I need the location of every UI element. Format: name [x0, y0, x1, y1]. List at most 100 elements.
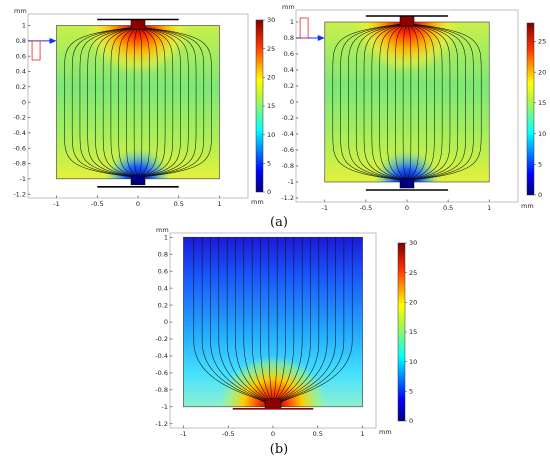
colorbar-tick-label: 15 [538, 99, 546, 107]
field-line [142, 27, 205, 178]
colorbar-tick-label: 30 [267, 16, 275, 24]
x-unit: mm [251, 198, 264, 206]
field-line [408, 23, 435, 181]
colorbar-tick-label: 10 [409, 358, 417, 366]
field-line [141, 27, 189, 178]
colorbar-tick-label: 15 [409, 328, 417, 336]
field-line [395, 23, 407, 181]
electrodes [365, 15, 449, 191]
field-line [411, 23, 474, 181]
y-tick-label: -0.2 [281, 114, 294, 122]
electrodes [97, 18, 179, 188]
y-tick-label: 1 [22, 22, 26, 30]
field-line [409, 23, 443, 181]
field-line [407, 23, 412, 181]
electrode-top [130, 19, 146, 30]
y-tick-label: -0.4 [281, 130, 294, 138]
x-tick-label: 0 [271, 430, 275, 438]
electrode-bottom [264, 398, 282, 410]
x-tick-label: -1 [53, 200, 59, 208]
field-lines [64, 27, 212, 178]
y-tick-label: 0.4 [284, 66, 294, 74]
x-axis: -1 -0.5 0 0.5 1 mm [322, 199, 534, 212]
field-line [379, 23, 406, 181]
caption-b: (b) [270, 442, 288, 457]
y-tick-label: -1.2 [281, 194, 294, 202]
y-tick-label: 0.2 [284, 82, 294, 90]
caption-a: (a) [270, 215, 288, 230]
y-tick-label: -0.2 [155, 335, 168, 343]
field-line [355, 23, 404, 181]
field-line [64, 27, 133, 178]
y-unit: mm [156, 226, 169, 234]
y-tick-label: -0.8 [281, 162, 294, 170]
y-tick-label: -0.6 [13, 144, 26, 152]
field-line [140, 27, 174, 178]
y-tick-label: 0.2 [16, 83, 26, 91]
field-line [142, 27, 197, 178]
colorbar-scale [255, 19, 264, 193]
colorbar-tick-label: 25 [267, 45, 275, 53]
hot-zone [183, 237, 363, 407]
y-tick-label: -0.8 [155, 386, 168, 394]
x-tick-label: -0.5 [91, 200, 104, 208]
colorbar-tick-label: 20 [538, 68, 546, 76]
colorbar-tick-label: 10 [267, 131, 275, 139]
field-line [348, 23, 403, 181]
x-tick-label: 0.5 [443, 204, 453, 212]
y-tick-label: 0.4 [16, 68, 26, 76]
x-tick-label: 1 [360, 430, 364, 438]
colorbar-tick-label: 5 [267, 160, 271, 168]
panel-a-right: -1 -0.5 0 0.5 1 mm 1 0.8 0.6 0.4 0.2 0 -0.2 -0.4 -0.6 -… [281, 3, 546, 212]
field-line [118, 27, 137, 178]
x-unit: mm [379, 428, 392, 436]
y-tick-label: 0 [290, 98, 294, 106]
field-line [402, 23, 407, 181]
y-tick-label: 1 [290, 18, 294, 26]
y-tick-label: 0.4 [158, 284, 168, 292]
cold-zone [324, 22, 490, 182]
colorbar-tick-label: 30 [409, 239, 417, 247]
y-unit: mm [282, 3, 295, 11]
y-tick-label: 1 [164, 233, 168, 241]
y-tick-label: 0.6 [158, 267, 168, 275]
colorbar-tick-label: 25 [409, 269, 417, 277]
field-line [95, 27, 136, 178]
y-tick-label: 0.8 [158, 250, 168, 258]
colorbar-tick-label: 20 [409, 299, 417, 307]
field-line [387, 23, 406, 181]
electrode-top [399, 15, 415, 27]
field-line [411, 23, 466, 181]
colorbar-tick-label: 0 [538, 191, 542, 199]
y-tick-label: -1.2 [155, 420, 168, 428]
colorbar: 0 5 10 15 20 25 30 [255, 16, 275, 196]
field-lines [332, 23, 482, 181]
y-tick-label: 0.2 [158, 301, 168, 309]
electrodes [232, 398, 314, 410]
y-axis: 1 0.8 0.6 0.4 0.2 0 -0.2 -0.4 -0.6 -0.8 -1 -1.2 mm [281, 3, 299, 202]
colorbar-scale [526, 22, 535, 196]
colorbar-tick-label: 0 [409, 417, 413, 425]
pulse-shape [299, 17, 309, 39]
y-tick-label: 0 [164, 318, 168, 326]
colorbar-tick-label: 25 [538, 38, 546, 46]
y-tick-label: -1 [162, 403, 168, 411]
y-axis: 1 0.8 0.6 0.4 0.2 0 -0.2 -0.4 -0.6 -0.8 -1 -1.2 mm [155, 226, 173, 428]
y-tick-label: 0.6 [16, 52, 26, 60]
y-tick-label: 0.8 [284, 34, 294, 42]
x-axis: -1 -0.5 0 0.5 1 mm [53, 195, 264, 208]
field-line [138, 27, 150, 178]
field-line [371, 23, 405, 181]
x-axis: -1 -0.5 0 0.5 1 mm [180, 425, 392, 438]
panel-b: -1 -0.5 0 0.5 1 mm10.80.60.40.20-0.2-0.4-0.6-… [155, 226, 417, 438]
x-tick-label: -1 [322, 204, 328, 212]
colorbar-tick-label: 20 [267, 74, 275, 82]
field-line [332, 23, 402, 181]
field-line [407, 23, 419, 181]
x-tick-label: 0.5 [313, 430, 323, 438]
x-tick-label: -1 [180, 430, 186, 438]
y-tick-label: 0.6 [284, 50, 294, 58]
cold-zone [56, 25, 220, 179]
x-tick-label: -0.5 [222, 430, 235, 438]
y-tick-label: -1 [20, 175, 26, 183]
